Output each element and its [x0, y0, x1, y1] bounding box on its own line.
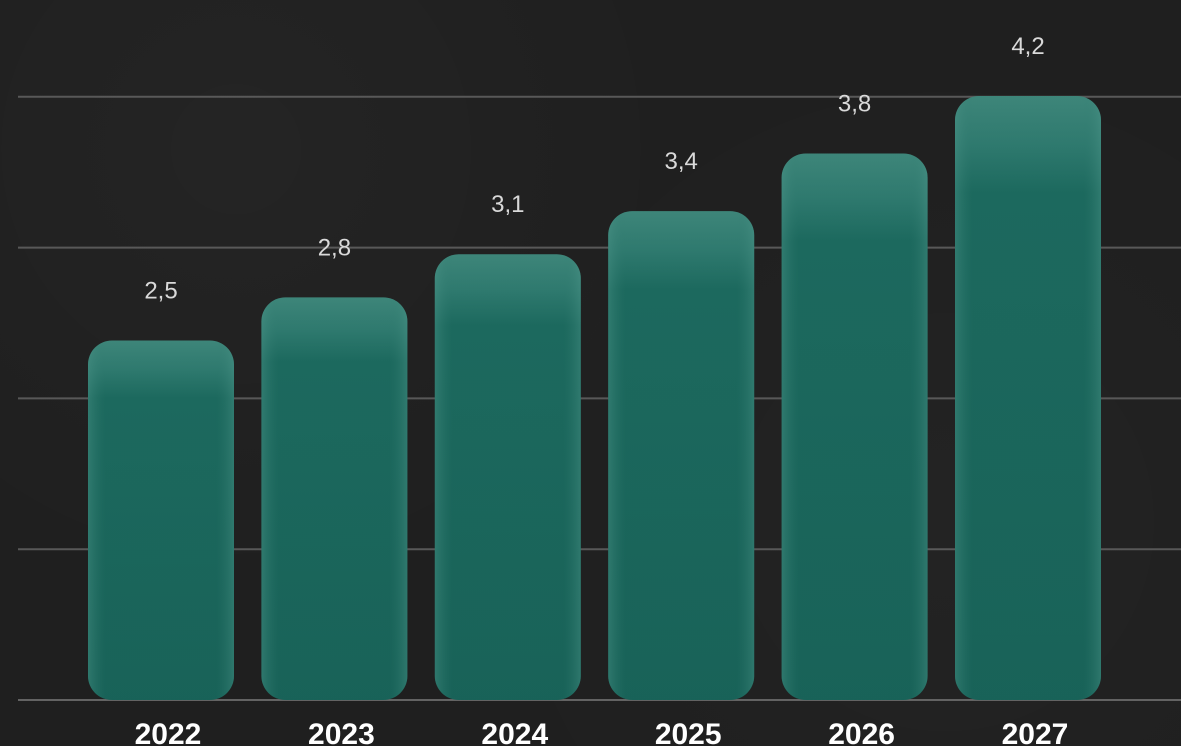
bar-2022 [88, 340, 234, 700]
bar-edge-glow-2024 [434, 254, 581, 700]
bar-edge-glow-2023 [261, 297, 408, 700]
bar-edge-glow-2022 [88, 340, 234, 700]
value-label-2023: 2,8 [318, 234, 351, 261]
bar-2024 [434, 254, 581, 700]
bar-2025 [608, 211, 755, 700]
x-tick-label-2024: 2024 [481, 718, 548, 746]
x-tick-label-2025: 2025 [655, 718, 722, 746]
x-tick-label-2027: 2027 [1002, 718, 1069, 746]
value-label-2027: 4,2 [1011, 33, 1044, 60]
x-tick-label-2022: 2022 [135, 718, 202, 746]
bars-layer [88, 96, 1101, 701]
bar-2027 [955, 96, 1101, 701]
value-label-2022: 2,5 [144, 278, 177, 305]
value-labels-layer: 2,5 2,8 3,1 3,4 3,8 4,2 [144, 33, 1044, 304]
x-axis-ticks-layer: 2022 2023 2024 2025 2026 2027 [135, 718, 1069, 746]
value-label-2025: 3,4 [665, 148, 698, 175]
bar-edge-glow-2025 [608, 211, 755, 700]
bar-edge-glow-2026 [781, 153, 928, 700]
value-label-2026: 3,8 [838, 91, 871, 118]
x-tick-label-2023: 2023 [308, 718, 375, 746]
value-label-2024: 3,1 [491, 191, 524, 218]
bar-edge-glow-2027 [955, 96, 1101, 701]
bar-2023 [261, 297, 408, 700]
x-tick-label-2026: 2026 [828, 718, 895, 746]
bar-2026 [781, 153, 928, 700]
